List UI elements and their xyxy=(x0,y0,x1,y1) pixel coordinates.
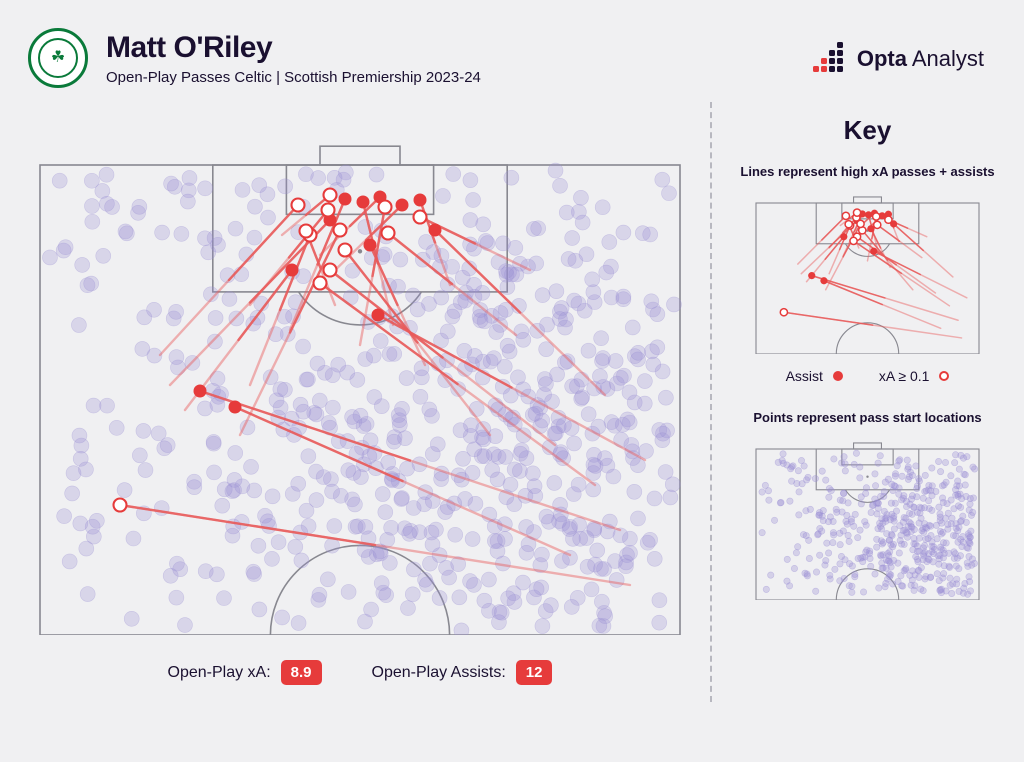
stat-xa: Open-Play xA: 8.9 xyxy=(168,660,322,685)
legend-assist: Assist xyxy=(786,368,843,384)
stat-assists-label: Open-Play Assists: xyxy=(372,664,506,682)
stat-xa-value: 8.9 xyxy=(281,660,322,685)
team-crest-icon: ☘ xyxy=(28,28,88,88)
mini-pass-map xyxy=(750,189,985,354)
stat-assists: Open-Play Assists: 12 xyxy=(372,660,553,685)
vertical-divider xyxy=(710,102,712,702)
brand-text: Opta Analyst xyxy=(857,46,984,72)
stat-assists-value: 12 xyxy=(516,660,553,685)
brand-bold: Opta xyxy=(857,46,907,71)
key-title: Key xyxy=(740,115,995,146)
main-pass-map xyxy=(30,135,690,635)
stats-row: Open-Play xA: 8.9 Open-Play Assists: 12 xyxy=(30,660,690,685)
player-name: Matt O'Riley xyxy=(106,31,481,65)
key-panel: Key Lines represent high xA passes + ass… xyxy=(740,115,995,614)
key-sub2: Points represent pass start locations xyxy=(740,410,995,425)
brand-logo: Opta Analyst xyxy=(813,44,984,74)
title-block: Matt O'Riley Open-Play Passes Celtic | S… xyxy=(106,31,481,86)
legend-xa-label: xA ≥ 0.1 xyxy=(879,368,930,384)
stat-xa-label: Open-Play xA: xyxy=(168,664,271,682)
mini-points-map xyxy=(750,435,985,600)
key-sub1: Lines represent high xA passes + assists xyxy=(740,164,995,179)
xa-dot-icon xyxy=(939,371,949,381)
legend-row: Assist xA ≥ 0.1 xyxy=(740,368,995,384)
legend-assist-label: Assist xyxy=(786,368,823,384)
brand-mark-icon xyxy=(813,44,847,74)
brand-light: Analyst xyxy=(907,46,984,71)
header: ☘ Matt O'Riley Open-Play Passes Celtic |… xyxy=(28,28,481,88)
subtitle: Open-Play Passes Celtic | Scottish Premi… xyxy=(106,69,481,86)
assist-dot-icon xyxy=(833,371,843,381)
legend-xa: xA ≥ 0.1 xyxy=(879,368,950,384)
